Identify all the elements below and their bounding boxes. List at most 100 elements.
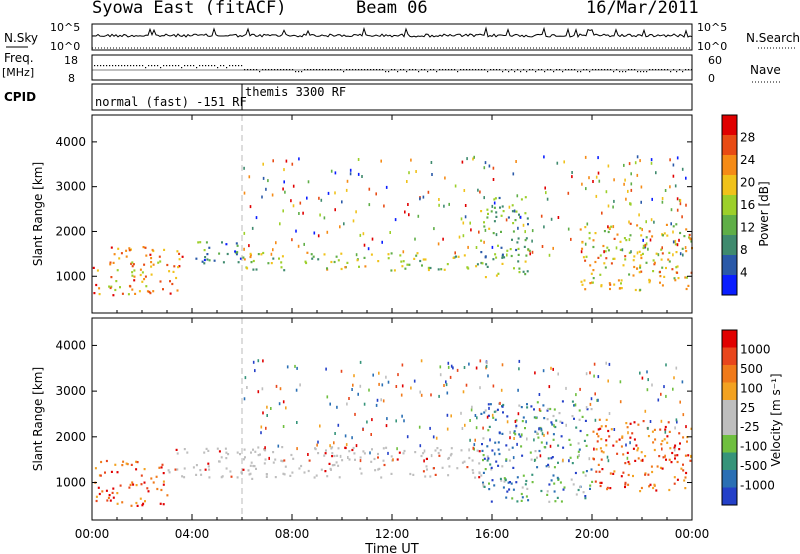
data-cell [141,280,144,283]
data-cell [478,476,481,479]
data-cell [403,449,406,453]
data-cell [499,401,501,405]
data-cell [161,463,164,466]
data-cell [661,200,664,204]
data-cell [504,479,507,482]
data-cell [575,493,578,496]
data-cell [653,263,656,266]
data-cell [434,473,437,476]
data-cell [655,489,658,492]
data-cell [515,210,518,213]
data-cell [143,278,146,281]
data-cell [140,483,143,486]
data-cell [674,243,677,246]
data-cell [553,466,556,469]
data-cell [331,464,334,467]
freq-point [214,65,216,67]
data-cell [557,216,560,219]
data-cell [463,460,466,463]
data-cell [526,217,529,220]
data-cell [475,366,478,370]
colorbar-swatch [722,382,737,401]
nave-tick-high: 60 [708,54,722,67]
data-cell [685,250,688,253]
data-cell [550,421,553,424]
data-cell [527,248,530,251]
colorbar-swatch [722,175,737,196]
data-cell [468,456,471,460]
data-cell [605,418,608,421]
data-cell [467,245,469,249]
data-cell [449,454,452,457]
freq-point [127,65,129,67]
data-cell [173,265,176,268]
nsearch-tick-low: 10^0 [697,40,727,53]
data-cell [644,472,647,475]
data-cell [632,474,634,478]
data-cell [510,254,513,258]
freq-point [463,69,465,71]
data-cell [652,259,655,262]
data-cell [522,223,525,227]
freq-point [142,65,144,67]
data-cell [607,429,610,433]
colorbar-swatch [722,195,737,216]
freq-point [613,71,615,73]
data-cell [282,472,285,475]
data-cell [425,465,428,468]
data-cell [480,210,483,213]
data-cell [389,231,391,234]
freq-point [616,69,618,71]
data-cell [608,435,611,438]
data-cell [517,247,520,250]
data-cell [466,466,469,469]
freq-point [169,65,171,67]
data-cell [160,466,163,469]
freq-point [682,71,684,73]
data-cell [688,233,691,237]
data-cell [236,251,239,254]
data-cell [644,243,647,247]
data-cell [372,373,374,377]
data-cell [487,374,489,378]
data-cell [355,444,358,448]
data-cell [473,155,475,159]
data-cell [667,258,670,261]
freq-point [472,69,474,71]
data-cell [666,234,669,237]
data-cell [424,258,427,261]
data-cell [329,402,331,406]
data-cell [486,415,489,419]
data-cell [377,452,379,456]
data-cell [373,457,376,461]
freq-point [535,71,537,73]
data-cell [167,469,170,472]
data-cell [652,486,655,490]
freq-point [589,71,591,73]
freq-point [259,71,261,73]
data-cell [506,253,508,257]
data-cell [661,284,664,287]
data-cell [579,429,582,433]
data-cell [407,203,409,206]
data-cell [522,270,525,273]
data-cell [363,243,366,247]
nsky-trace [91,26,693,49]
data-cell [533,438,535,442]
data-cell [328,462,331,465]
data-cell [577,450,580,453]
data-cell [493,410,496,413]
data-cell [549,407,552,411]
data-cell [381,383,384,387]
data-cell [114,463,117,466]
data-cell [474,414,477,417]
data-cell [592,277,595,280]
data-cell [239,257,242,260]
data-cell [252,268,255,271]
data-cell [330,260,333,264]
data-cell [410,158,412,162]
data-cell [553,408,556,411]
data-cell [592,430,595,433]
freq-point [136,65,138,67]
data-cell [508,488,511,491]
